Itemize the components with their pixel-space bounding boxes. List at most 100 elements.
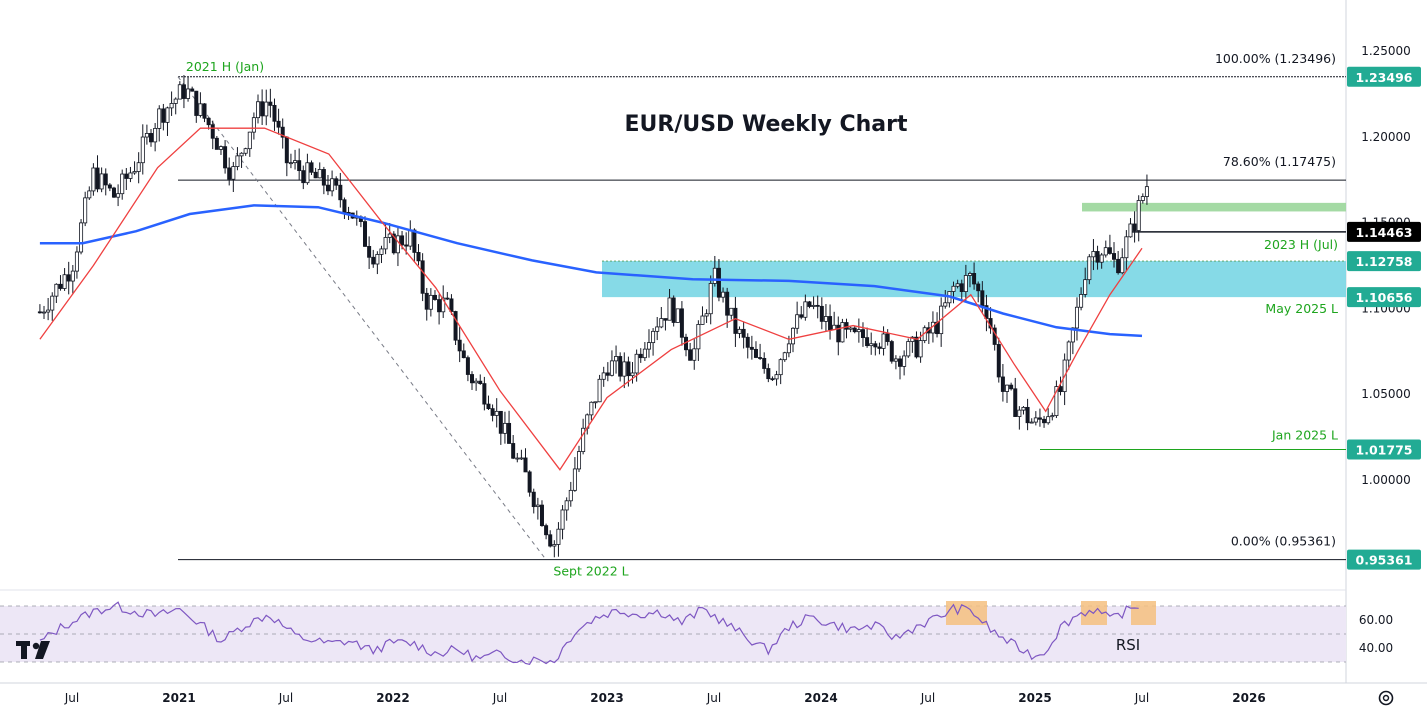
fib-level-label: 100.00% (1.23496) — [1215, 51, 1336, 66]
candle-down — [490, 408, 495, 416]
price-badge-text: 1.23496 — [1356, 70, 1413, 85]
candle-up — [515, 457, 520, 460]
candle-up — [79, 222, 84, 253]
ma-red-line — [39, 127, 1143, 471]
candle-up — [136, 162, 141, 172]
chart-title: EUR/USD Weekly Chart — [624, 112, 907, 137]
candle-up — [46, 309, 51, 313]
candle-down — [416, 252, 421, 262]
candle-down — [161, 108, 166, 123]
candle-up — [1029, 421, 1034, 424]
candle-down — [181, 84, 186, 99]
candle-up — [99, 173, 104, 190]
candle-down — [453, 311, 458, 341]
candle-up — [239, 152, 244, 157]
candle-down — [844, 322, 849, 330]
candle-down — [1112, 253, 1117, 260]
candle-up — [712, 267, 717, 284]
candle-down — [544, 525, 549, 536]
candle-down — [770, 378, 775, 381]
candle-down — [478, 380, 483, 385]
candle-down — [605, 372, 610, 376]
fib-level-label: 0.00% (0.95361) — [1231, 534, 1336, 549]
candle-up — [395, 235, 400, 254]
candle-up — [231, 166, 236, 180]
price-badge — [1347, 439, 1421, 460]
price-badge-text: 1.01775 — [1356, 443, 1413, 458]
candle-up — [502, 422, 507, 434]
candle-up — [256, 101, 261, 119]
candle-down — [745, 336, 750, 348]
candle-up — [186, 88, 191, 99]
candle-up — [198, 103, 203, 116]
candle-down — [498, 410, 503, 434]
candle-down — [758, 357, 763, 359]
price-badge-text: 0.95361 — [1356, 553, 1413, 568]
candle-down — [37, 311, 42, 314]
x-tick-label: Jul — [64, 691, 79, 705]
candle-up — [441, 297, 446, 313]
candle-up — [967, 273, 972, 276]
candle-down — [1025, 406, 1030, 424]
candle-up — [823, 316, 828, 322]
candle-up — [667, 297, 672, 321]
candle-down — [972, 273, 977, 285]
candle-down — [190, 88, 195, 92]
candle-up — [1124, 236, 1129, 259]
candle-up — [955, 283, 960, 287]
settings-gear-icon[interactable] — [1378, 690, 1394, 706]
x-tick-label: Jul — [706, 691, 721, 705]
candle-up — [1091, 251, 1096, 258]
candle-down — [424, 292, 429, 310]
candle-down — [297, 160, 302, 172]
candle-down — [548, 534, 553, 547]
candle-up — [893, 358, 898, 362]
candle-up — [737, 328, 742, 334]
candle-up — [1050, 415, 1055, 418]
candle-up — [293, 160, 298, 164]
candle-down — [272, 104, 277, 122]
price-badge — [1347, 549, 1421, 570]
candle-down — [626, 361, 631, 377]
candle-down — [733, 307, 738, 334]
candle-up — [1046, 416, 1051, 424]
candle-up — [218, 146, 223, 150]
candle-up — [140, 136, 145, 164]
candle-up — [1120, 257, 1125, 274]
candle-down — [819, 305, 824, 322]
candle-up — [116, 193, 121, 198]
candle-up — [963, 275, 968, 293]
candle-down — [486, 403, 491, 410]
price-badge — [1347, 251, 1421, 272]
candle-down — [325, 184, 330, 192]
candle-down — [539, 504, 544, 527]
candle-up — [153, 127, 158, 143]
candle-up — [1144, 186, 1149, 197]
x-tick-label: Jul — [278, 691, 293, 705]
candle-down — [1009, 384, 1014, 390]
candle-down — [470, 374, 475, 384]
candle-up — [786, 343, 791, 354]
candle-down — [206, 117, 211, 126]
candle-up — [251, 117, 256, 133]
candle-down — [107, 184, 112, 189]
candle-down — [807, 301, 812, 307]
candle-down — [1132, 223, 1137, 231]
candle-down — [103, 173, 108, 186]
candle-down — [663, 318, 668, 321]
candle-up — [1066, 341, 1071, 361]
level-annotation: 2021 H (Jan) — [186, 59, 264, 74]
candle-up — [1017, 409, 1022, 417]
candle-up — [535, 504, 540, 508]
price-badge — [1347, 66, 1421, 87]
y-tick-label: 1.25000 — [1361, 44, 1411, 58]
candle-up — [708, 283, 713, 315]
candle-down — [889, 341, 894, 362]
tradingview-logo-icon[interactable] — [16, 641, 50, 659]
candle-up — [791, 327, 796, 345]
candle-down — [860, 329, 865, 338]
candle-up — [519, 457, 524, 460]
candle-up — [630, 372, 635, 377]
candle-up — [408, 229, 413, 247]
